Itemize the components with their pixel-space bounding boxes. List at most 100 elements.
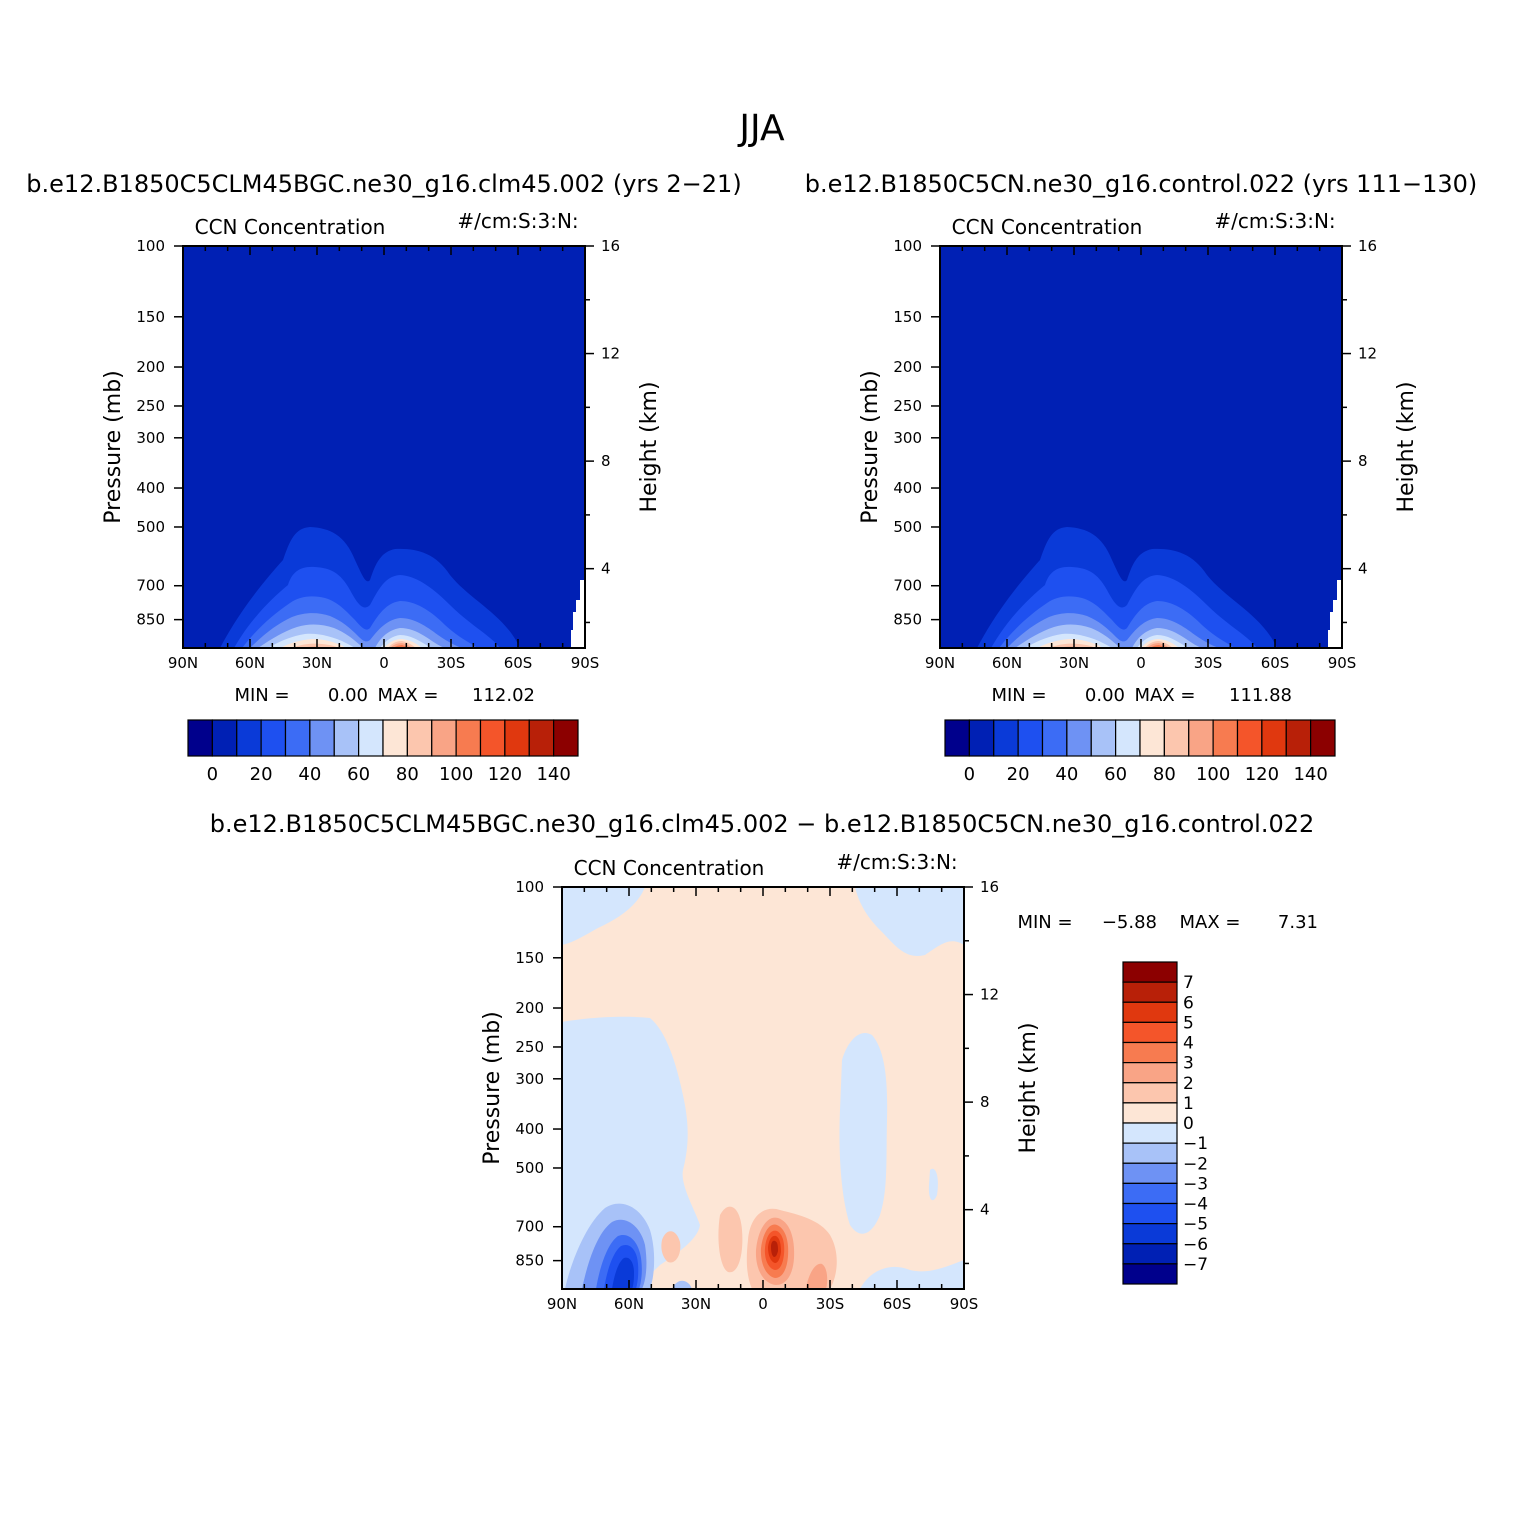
colorbar-box xyxy=(236,719,262,757)
y-tick-label: 500 xyxy=(136,518,165,536)
colorbar-box xyxy=(309,719,335,757)
x-tick-label: 60S xyxy=(883,1295,912,1313)
colorbar-label: −2 xyxy=(1183,1154,1208,1174)
colorbar-box xyxy=(1122,1122,1178,1144)
diff-negative-surface-patch xyxy=(672,1280,692,1289)
colorbar-box xyxy=(187,719,213,757)
x-tick-label: 90N xyxy=(925,654,955,672)
panel-b-min-value: 0.00 xyxy=(1085,685,1125,706)
colorbar-label: −3 xyxy=(1183,1174,1208,1194)
colorbar-box xyxy=(1122,1263,1178,1285)
x-tick-label: 60N xyxy=(992,654,1022,672)
panel-a-ylabel: Pressure (mb) xyxy=(101,370,126,524)
x-tick-label: 60S xyxy=(504,654,533,672)
y-tick-label: 100 xyxy=(136,237,165,255)
panel-a-max-value: 112.02 xyxy=(472,685,535,706)
y-tick-label: 500 xyxy=(893,518,922,536)
panel-b-ticks: 90N 60N 30N 0 30S 60S 90S 100 150 200 250 300 400 500… xyxy=(893,237,1377,672)
y-tick-label: 850 xyxy=(136,611,165,629)
panel-b-ylabel-right: Height (km) xyxy=(1394,381,1419,512)
x-tick-label: 30S xyxy=(816,1295,845,1313)
panel-b-units: #/cm:S:3:N: xyxy=(1214,209,1335,233)
panel-a-max-label: MAX = xyxy=(378,685,439,706)
y-right-tick-label: 12 xyxy=(1358,345,1377,363)
x-tick-label: 60S xyxy=(1261,654,1290,672)
colorbar-box xyxy=(1212,719,1239,757)
difference-field xyxy=(562,887,964,1289)
y-tick-label: 500 xyxy=(515,1159,544,1177)
panel-a-min-value: 0.00 xyxy=(328,685,368,706)
y-tick-label: 850 xyxy=(515,1252,544,1270)
y-right-tick-label: 4 xyxy=(601,560,611,578)
panel-a-units: #/cm:S:3:N: xyxy=(457,209,578,233)
x-tick-label: 30N xyxy=(1059,654,1089,672)
colorbar-label: 40 xyxy=(298,764,321,785)
x-tick-label: 0 xyxy=(758,1295,768,1313)
y-tick-label: 300 xyxy=(515,1070,544,1088)
y-right-tick-label: 8 xyxy=(980,1093,990,1111)
difference-title: b.e12.B1850C5CLM45BGC.ne30_g16.clm45.002… xyxy=(210,810,1315,838)
colorbar-box xyxy=(1017,719,1044,757)
colorbar-box xyxy=(211,719,238,757)
colorbar-box xyxy=(1122,1243,1178,1265)
colorbar-box xyxy=(1163,719,1190,757)
colorbar-box xyxy=(1122,1202,1178,1225)
y-right-tick-label: 4 xyxy=(1358,560,1368,578)
diff-positive-surface-lobe xyxy=(806,1263,828,1289)
x-tick-label: 90N xyxy=(168,654,198,672)
colorbar-box xyxy=(1310,719,1336,757)
panel-b-left-title: CCN Concentration xyxy=(952,215,1143,239)
colorbar-box xyxy=(382,719,408,757)
colorbar-label: 2 xyxy=(1183,1074,1194,1094)
panel-a-colorbar: 0 20 40 60 80 100 120 140 xyxy=(187,719,579,785)
colorbar-box xyxy=(1122,1223,1178,1245)
diff-positive-level-6 xyxy=(771,1240,778,1257)
difference-max-label: MAX = xyxy=(1180,912,1241,933)
colorbar-label: −5 xyxy=(1183,1215,1208,1235)
colorbar-box xyxy=(1122,1082,1178,1104)
panel-a-min-label: MIN = xyxy=(234,685,289,706)
colorbar-box xyxy=(1122,1162,1178,1184)
x-tick-label: 90N xyxy=(547,1295,577,1313)
difference-ticks: 90N 60N 30N 0 30S 60S 90S 100 150 200 250 300 400 500… xyxy=(515,878,999,1313)
difference-units: #/cm:S:3:N: xyxy=(836,850,957,874)
colorbar-label: 140 xyxy=(1293,764,1327,785)
figure-title: JJA xyxy=(737,108,785,149)
difference-min-value: −5.88 xyxy=(1102,912,1157,933)
x-tick-label: 90S xyxy=(950,1295,979,1313)
y-tick-label: 700 xyxy=(893,577,922,595)
diff-positive-lobe-left xyxy=(661,1231,681,1263)
colorbar-label: 40 xyxy=(1055,764,1078,785)
y-tick-label: 200 xyxy=(136,358,165,376)
colorbar-box xyxy=(1285,719,1312,757)
colorbar-label: 100 xyxy=(1196,764,1230,785)
colorbar-box xyxy=(1139,719,1165,757)
y-tick-label: 850 xyxy=(893,611,922,629)
colorbar-box xyxy=(455,719,482,757)
x-tick-label: 0 xyxy=(379,654,389,672)
y-tick-label: 250 xyxy=(515,1038,544,1056)
y-right-tick-label: 4 xyxy=(980,1201,990,1219)
colorbar-box xyxy=(1122,1102,1178,1124)
difference-min-label: MIN = xyxy=(1017,912,1072,933)
y-tick-label: 700 xyxy=(515,1218,544,1236)
colorbar-box xyxy=(358,719,384,757)
difference-ylabel: Pressure (mb) xyxy=(480,1011,505,1165)
y-right-tick-label: 16 xyxy=(601,237,620,255)
y-right-tick-label: 12 xyxy=(601,345,620,363)
diff-right-negative xyxy=(839,1032,888,1234)
colorbar-box xyxy=(528,719,555,757)
y-tick-label: 400 xyxy=(515,1120,544,1138)
colorbar-label: 100 xyxy=(439,764,473,785)
colorbar-box xyxy=(1188,719,1214,757)
panel-b-min-label: MIN = xyxy=(991,685,1046,706)
panel-a-field xyxy=(183,246,585,648)
diff-right-patch xyxy=(928,1168,938,1201)
colorbar-box xyxy=(431,719,457,757)
panel-b: 90N 60N 30N 0 30S 60S 90S100150200250300400500… xyxy=(858,209,1419,785)
y-tick-label: 250 xyxy=(893,397,922,415)
diff-surface-negative xyxy=(860,1260,964,1289)
colorbar-box xyxy=(1122,981,1178,1003)
